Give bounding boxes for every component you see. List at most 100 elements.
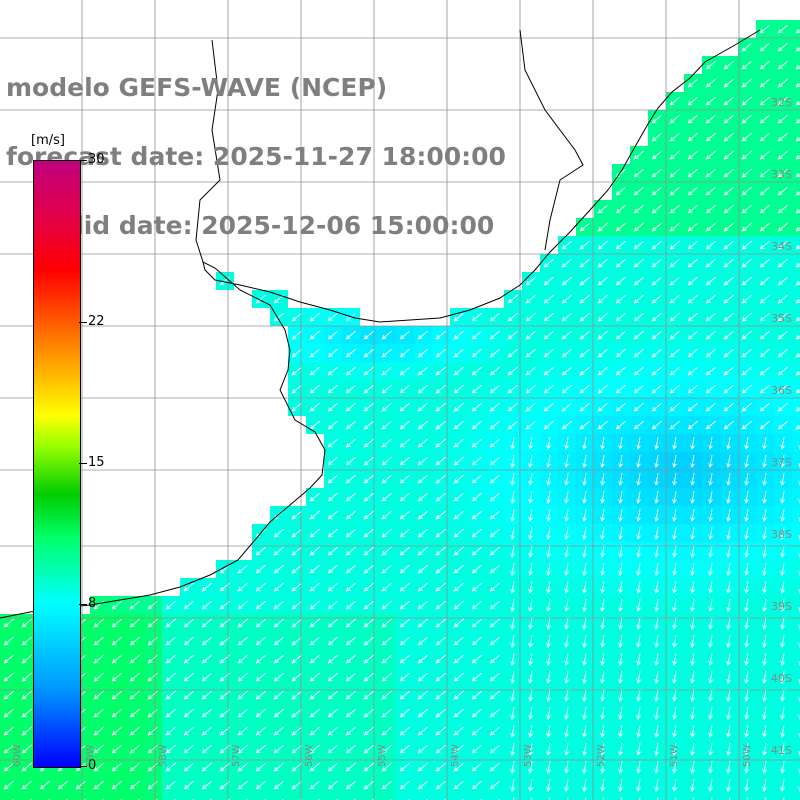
- wind-arrow: [705, 114, 716, 124]
- wind-arrow: [780, 761, 785, 774]
- wind-arrow: [111, 780, 122, 790]
- wind-cell: [792, 740, 800, 758]
- wind-arrow: [327, 780, 338, 790]
- wind-arrow: [582, 725, 587, 738]
- wind-arrow: [417, 474, 428, 484]
- wind-arrow: [564, 707, 569, 720]
- wind-arrow: [3, 726, 14, 736]
- wind-arrow: [582, 563, 587, 576]
- wind-arrow: [654, 617, 659, 630]
- wind-arrow: [147, 636, 158, 646]
- wind-arrow: [561, 240, 572, 250]
- wind-arrow: [93, 690, 104, 700]
- wind-arrow: [291, 636, 302, 646]
- wind-arrow: [93, 780, 104, 790]
- wind-arrow: [708, 599, 713, 612]
- wind-arrow: [435, 762, 446, 772]
- wind-arrow: [762, 689, 767, 702]
- wind-arrow: [687, 96, 698, 106]
- colorbar-tick-mark: [79, 321, 87, 323]
- wind-arrow: [3, 762, 14, 772]
- wind-arrow: [417, 618, 428, 628]
- wind-arrow: [291, 564, 302, 574]
- wind-arrow: [705, 204, 716, 214]
- wind-arrow: [399, 420, 410, 430]
- wind-arrow: [708, 671, 713, 684]
- wind-arrow: [363, 780, 374, 790]
- wind-arrow: [510, 599, 515, 612]
- wind-arrow: [129, 744, 140, 754]
- wind-arrow: [741, 348, 752, 358]
- wind-arrow: [636, 527, 641, 540]
- wind-arrow: [435, 600, 446, 610]
- wind-arrow: [579, 384, 590, 394]
- wind-cell: [72, 794, 90, 800]
- lat-label: 34S: [771, 240, 792, 253]
- wind-arrow: [453, 330, 464, 340]
- wind-arrow: [291, 528, 302, 538]
- wind-arrow: [255, 762, 266, 772]
- wind-arrow: [345, 420, 356, 430]
- wind-arrow: [636, 491, 641, 504]
- wind-arrow: [561, 420, 572, 430]
- wind-arrow: [147, 618, 158, 628]
- wind-arrow: [417, 744, 428, 754]
- wind-arrow: [417, 492, 428, 502]
- wind-arrow: [546, 743, 551, 756]
- wind-arrow: [780, 779, 785, 792]
- wind-arrow: [759, 294, 770, 304]
- wind-arrow: [471, 636, 482, 646]
- wind-arrow: [741, 150, 752, 160]
- wind-arrow: [165, 636, 176, 646]
- wind-arrow: [777, 276, 788, 286]
- wind-arrow: [363, 600, 374, 610]
- wind-arrow: [669, 240, 680, 250]
- wind-arrow: [726, 563, 731, 576]
- wind-arrow: [3, 618, 14, 628]
- wind-arrow: [327, 690, 338, 700]
- wind-arrow: [381, 708, 392, 718]
- wind-arrow: [237, 726, 248, 736]
- wind-arrow: [399, 366, 410, 376]
- wind-arrow: [723, 348, 734, 358]
- wind-arrow: [636, 653, 641, 666]
- wind-arrow: [741, 312, 752, 322]
- wind-cell: [270, 794, 288, 800]
- wind-arrow: [690, 671, 695, 684]
- wind-arrow: [690, 707, 695, 720]
- wind-arrow: [690, 527, 695, 540]
- wind-arrow: [363, 528, 374, 538]
- wind-arrow: [669, 420, 680, 430]
- wind-arrow: [381, 600, 392, 610]
- wind-arrow: [726, 653, 731, 666]
- wind-arrows: [3, 24, 800, 800]
- wind-arrow: [636, 635, 641, 648]
- wind-arrow: [726, 599, 731, 612]
- wind-arrow: [363, 708, 374, 718]
- wind-arrow: [687, 294, 698, 304]
- wind-cell: [414, 794, 432, 800]
- wind-cell: [792, 776, 800, 794]
- wind-arrow: [672, 563, 677, 576]
- wind-cell: [792, 110, 800, 128]
- wind-arrow: [399, 564, 410, 574]
- wind-arrow: [726, 689, 731, 702]
- wind-arrow: [309, 744, 320, 754]
- wind-arrow: [381, 492, 392, 502]
- wind-arrow: [759, 366, 770, 376]
- wind-arrow: [795, 136, 800, 142]
- wind-arrow: [636, 671, 641, 684]
- wind-arrow: [651, 222, 662, 232]
- wind-arrow: [417, 672, 428, 682]
- wind-arrow: [381, 546, 392, 556]
- wind-arrow: [618, 581, 623, 594]
- wind-arrow: [327, 384, 338, 394]
- wind-arrow: [345, 438, 356, 448]
- wind-arrow: [453, 654, 464, 664]
- wind-cell: [792, 542, 800, 560]
- wind-arrow: [489, 636, 500, 646]
- wind-arrow: [615, 312, 626, 322]
- wind-arrow: [633, 150, 644, 160]
- wind-arrow: [381, 366, 392, 376]
